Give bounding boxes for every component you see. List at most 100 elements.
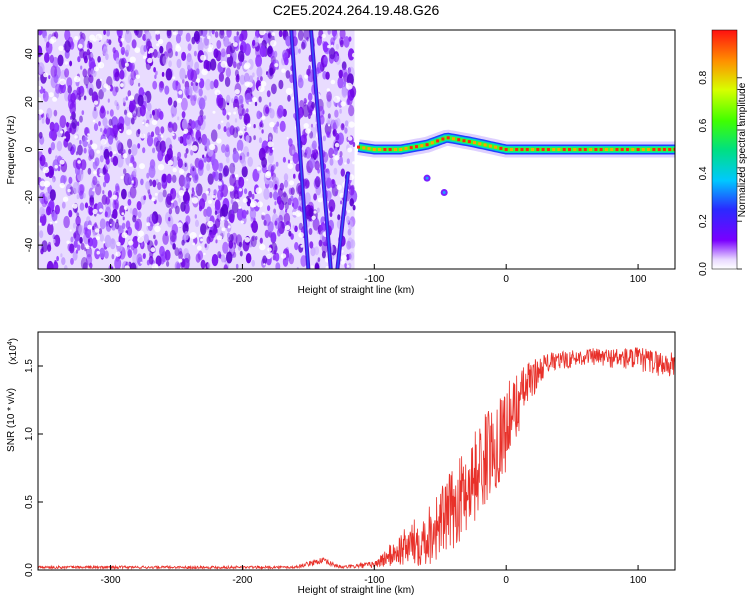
noise-speckle — [288, 138, 293, 147]
noise-speckle — [109, 151, 113, 157]
noise-speckle — [112, 86, 118, 97]
ridge-peak — [536, 148, 540, 151]
noise-speckle — [123, 149, 126, 155]
noise-gap — [292, 211, 296, 216]
noise-speckle — [182, 222, 189, 234]
noise-gap — [198, 234, 203, 238]
noise-speckle — [234, 118, 238, 123]
noise-gap — [189, 232, 197, 239]
ridge-peak — [488, 144, 492, 148]
noise-gap — [311, 215, 316, 220]
noise-gap — [203, 252, 206, 256]
noise-speckle — [346, 158, 350, 165]
noise-speckle — [267, 152, 274, 164]
noise-speckle — [77, 56, 81, 63]
noise-gap — [72, 203, 78, 209]
noise-speckle — [198, 159, 204, 170]
noise-speckle — [175, 51, 178, 57]
noise-speckle — [162, 232, 169, 245]
noise-speckle — [87, 143, 91, 149]
ridge-peak — [409, 146, 413, 150]
noise-speckle — [90, 68, 95, 76]
noise-speckle — [260, 120, 263, 125]
noise-gap — [294, 210, 302, 217]
noise-speckle — [55, 83, 61, 94]
noise-speckle — [220, 254, 226, 263]
noise-speckle — [174, 261, 181, 269]
colorbar-label: Normalized spectral amplitude — [737, 82, 748, 217]
noise-gap — [267, 247, 272, 252]
noise-speckle — [130, 70, 137, 81]
noise-speckle — [193, 50, 197, 57]
noise-speckle — [316, 176, 319, 181]
ridge-peak — [552, 148, 556, 151]
noise-gap — [96, 236, 100, 241]
noise-speckle — [172, 122, 178, 133]
noise-speckle — [48, 75, 51, 80]
noise-speckle — [312, 217, 320, 231]
ridge-peak — [451, 137, 455, 141]
noise-speckle — [183, 191, 190, 203]
noise-speckle — [81, 110, 85, 115]
noise-speckle — [226, 54, 234, 67]
noise-speckle — [223, 35, 230, 48]
noise-gap — [305, 128, 311, 134]
noise-gap — [63, 136, 67, 139]
noise-gap — [260, 80, 267, 87]
noise-gap — [49, 221, 53, 225]
noise-speckle — [127, 90, 132, 97]
noise-speckle — [195, 183, 203, 197]
noise-speckle — [53, 234, 61, 247]
noise-gap — [227, 185, 235, 192]
noise-speckle — [108, 145, 112, 153]
noise-speckle — [92, 231, 96, 237]
noise-speckle — [148, 213, 156, 227]
ridge-peak — [388, 148, 392, 151]
noise-gap — [145, 123, 149, 127]
noise-gap — [271, 147, 275, 150]
noise-speckle — [109, 84, 114, 92]
ridge-peak — [494, 145, 498, 149]
noise-speckle — [80, 242, 85, 251]
noise-speckle — [48, 147, 52, 155]
noise-speckle — [309, 73, 312, 78]
noise-speckle — [215, 50, 222, 62]
noise-speckle — [225, 121, 231, 131]
noise-speckle — [260, 76, 263, 82]
noise-speckle — [263, 219, 267, 226]
noise-speckle — [245, 92, 252, 105]
noise-speckle — [175, 205, 180, 215]
colorbar: 0.0 0.2 0.4 0.6 0.8 Normalized spectral ampl… — [698, 29, 748, 276]
noise-speckle — [67, 142, 73, 152]
noise-speckle — [99, 233, 105, 242]
noise-speckle — [169, 144, 173, 151]
noise-speckle — [183, 231, 189, 241]
noise-speckle — [167, 97, 173, 106]
noise-speckle — [292, 197, 299, 210]
noise-speckle — [285, 70, 291, 79]
snr-series-line — [38, 347, 675, 570]
noise-speckle — [187, 43, 192, 51]
noise-gap — [270, 40, 277, 47]
noise-speckle — [318, 239, 323, 247]
noise-speckle — [46, 107, 53, 119]
noise-speckle — [329, 211, 333, 218]
noise-speckle — [251, 236, 255, 242]
noise-speckle — [99, 168, 103, 175]
noise-gap — [256, 201, 263, 208]
noise-speckle — [232, 150, 240, 163]
noise-speckle — [202, 154, 205, 159]
noise-speckle — [159, 81, 164, 89]
noise-speckle — [112, 124, 119, 136]
noise-speckle — [48, 130, 54, 139]
noise-speckle — [61, 201, 66, 209]
ridge-peak — [499, 146, 503, 150]
noise-speckle — [153, 67, 157, 73]
noise-speckle — [294, 242, 299, 251]
noise-speckle — [50, 65, 58, 78]
noise-speckle — [308, 113, 311, 120]
noise-gap — [69, 229, 72, 232]
noise-gap — [196, 245, 202, 251]
noise-speckle — [197, 115, 204, 126]
noise-speckle — [210, 129, 218, 142]
